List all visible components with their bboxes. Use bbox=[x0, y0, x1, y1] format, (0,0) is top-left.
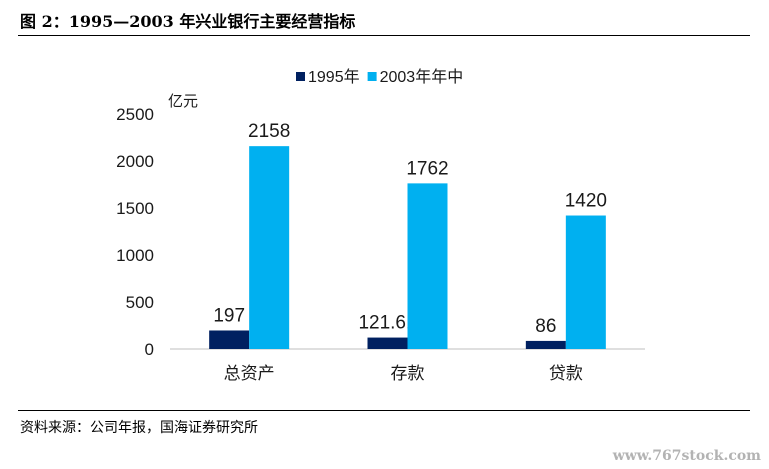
source-note: 资料来源：公司年报，国海证券研究所 bbox=[20, 420, 258, 436]
y-tick-label: 1500 bbox=[116, 199, 154, 218]
top-rule bbox=[18, 35, 750, 36]
legend-label: 1995年 bbox=[308, 68, 360, 86]
y-tick-label: 0 bbox=[145, 340, 154, 359]
bar bbox=[367, 337, 408, 349]
data-label: 2158 bbox=[248, 121, 290, 142]
y-tick-label: 2500 bbox=[116, 105, 154, 124]
x-tick-label: 贷款 bbox=[549, 364, 583, 383]
legend-swatch bbox=[296, 72, 305, 81]
data-label: 1762 bbox=[406, 158, 448, 179]
bar bbox=[249, 146, 290, 349]
legend-swatch bbox=[367, 72, 377, 81]
x-tick-label: 存款 bbox=[391, 364, 425, 383]
data-label: 197 bbox=[213, 305, 245, 326]
y-tick-label: 500 bbox=[126, 293, 154, 312]
watermark: www.767stock.com bbox=[612, 448, 761, 464]
figure-title: 图 2：1995—2003 年兴业银行主要经营指标 bbox=[20, 12, 356, 31]
bar bbox=[209, 330, 250, 349]
bottom-rule bbox=[18, 410, 750, 411]
data-label: 1420 bbox=[565, 191, 607, 212]
y-axis-unit: 亿元 bbox=[168, 93, 198, 110]
data-label: 121.61 bbox=[358, 313, 416, 334]
y-tick-label: 2000 bbox=[116, 152, 154, 171]
bar bbox=[565, 215, 606, 349]
data-label: 86 bbox=[535, 316, 556, 337]
x-tick-label: 总资产 bbox=[224, 364, 275, 383]
y-tick-label: 1000 bbox=[116, 246, 154, 265]
bar bbox=[407, 183, 448, 349]
bar bbox=[525, 340, 566, 349]
legend-label: 2003年年中 bbox=[380, 68, 464, 86]
